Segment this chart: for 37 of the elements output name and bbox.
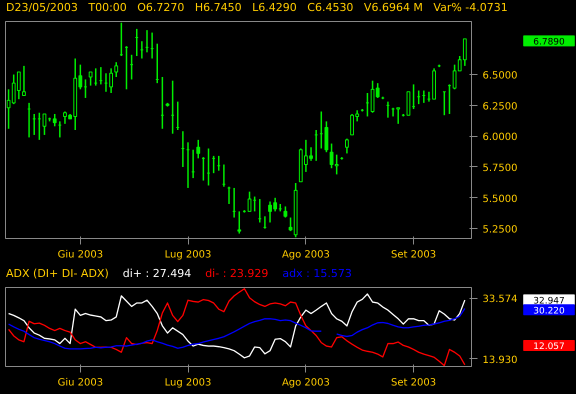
candlestick: [345, 138, 349, 154]
candlestick: [196, 139, 200, 160]
candlestick: [52, 113, 57, 128]
chart-subtitle: D23/05/2003 T00:00 O6.7270 H6.7450 L6.4290 C6.4530 V6.6964 M Var% -4.0731: [6, 1, 508, 14]
y-tick-label: 5.5000: [482, 194, 518, 205]
y-tick-label: 6.0000: [482, 132, 518, 144]
x-tick-label: Lug 2003: [164, 378, 212, 388]
y-tick-label: 33.574: [482, 294, 518, 306]
x-tick-label: Lug 2003: [164, 250, 212, 260]
candlestick: [324, 120, 328, 153]
candlestick: [396, 107, 400, 125]
candlestick: [114, 61, 118, 78]
x-tick-label: Set 2003: [391, 378, 436, 388]
x-tick-label: Ago 2003: [282, 378, 330, 388]
candlestick: [22, 65, 26, 96]
y-tick-label: 5.2500: [482, 224, 518, 236]
text: adx : 15.573: [282, 267, 352, 280]
series-label: di+ : 27.494: [122, 267, 192, 280]
y-tick-label: 13.930: [482, 354, 518, 366]
candlestick: [237, 210, 242, 234]
text: 32.947: [533, 296, 565, 306]
x-tick-label: Ago 2003: [282, 250, 330, 260]
series-label: di- : 23.929: [205, 267, 268, 280]
candlestick: [284, 206, 288, 218]
text: 12.057: [533, 342, 565, 352]
y-tick-label: 6.5000: [482, 70, 518, 82]
line-series: [8, 288, 466, 366]
chart-title: ADX (DI+ DI- ADX): [6, 267, 109, 280]
x-tick-label: Giu 2003: [58, 250, 104, 260]
text: 6.7890: [533, 37, 566, 48]
line-series: [8, 293, 466, 358]
x-tick-label: Giu 2003: [58, 378, 104, 388]
y-tick-label: 5.7500: [482, 162, 518, 174]
candlestick: [88, 71, 93, 86]
y-tick-label: 6.2500: [482, 101, 518, 112]
text: 30.220: [533, 306, 566, 316]
x-tick-label: Set 2003: [391, 250, 436, 260]
